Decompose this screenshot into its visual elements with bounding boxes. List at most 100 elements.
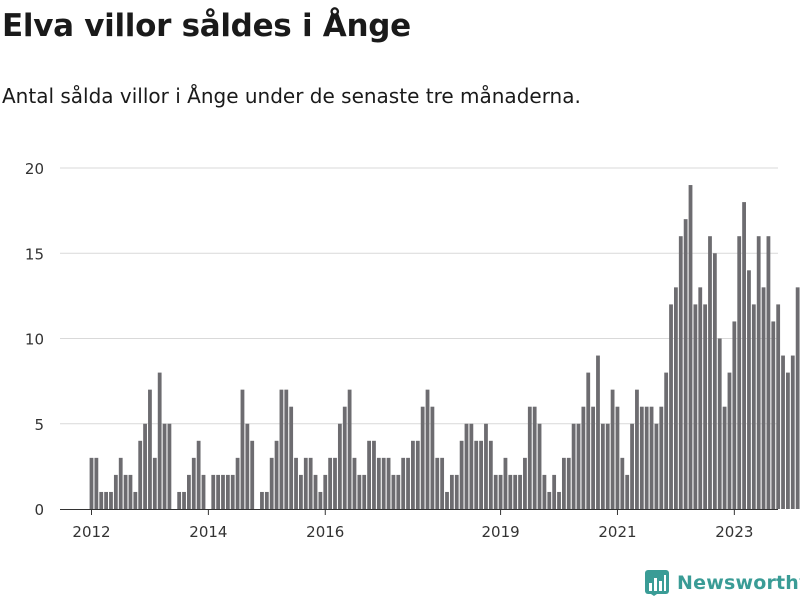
- bar: [425, 389, 430, 509]
- bar: [610, 389, 615, 509]
- bar: [649, 406, 654, 509]
- bar: [323, 474, 328, 509]
- bar: [411, 440, 415, 509]
- bar: [94, 457, 99, 509]
- bar: [547, 491, 552, 509]
- y-tick-label: 20: [25, 160, 44, 178]
- bar: [635, 389, 639, 509]
- bar: [722, 406, 727, 509]
- bar: [449, 474, 454, 509]
- bar: [406, 457, 410, 509]
- bar: [89, 457, 94, 509]
- bar: [493, 474, 498, 509]
- bar: [303, 457, 308, 509]
- bar: [498, 474, 503, 509]
- bar: [381, 457, 386, 509]
- bar: [109, 491, 113, 509]
- bar: [391, 474, 396, 509]
- bar: [508, 474, 513, 509]
- bar: [289, 406, 294, 509]
- bar: [717, 338, 722, 509]
- bar: [581, 406, 586, 509]
- bar: [357, 474, 362, 509]
- bar: [347, 389, 352, 509]
- bar: [591, 406, 596, 509]
- bar: [201, 474, 206, 509]
- bar: [683, 219, 688, 509]
- bar: [542, 474, 547, 509]
- bar: [299, 474, 303, 509]
- x-tick-label: 2023: [715, 523, 753, 541]
- bar: [781, 355, 785, 509]
- bar: [615, 406, 620, 509]
- brand-name: Newsworthy: [677, 572, 800, 594]
- bar: [669, 304, 673, 509]
- bar: [367, 440, 371, 509]
- bar: [162, 423, 167, 509]
- bar: [712, 253, 717, 509]
- bar: [464, 423, 469, 509]
- bar: [216, 474, 221, 509]
- bar: [328, 457, 333, 509]
- bar: [187, 474, 191, 509]
- bar: [576, 423, 581, 509]
- bar: [318, 491, 323, 509]
- bar: [362, 474, 367, 509]
- bar: [732, 321, 737, 509]
- bar: [727, 372, 732, 509]
- bar: [240, 389, 245, 509]
- bar: [688, 185, 693, 510]
- bar: [786, 372, 790, 509]
- bar: [605, 423, 610, 509]
- bar: [484, 423, 488, 509]
- bar-chart: 05101520112012201420162019202120232025: [25, 160, 800, 541]
- bar: [625, 474, 630, 509]
- bar: [118, 457, 123, 509]
- bar: [415, 440, 420, 509]
- bar: [527, 406, 532, 509]
- bar: [445, 491, 449, 509]
- bar: [235, 457, 240, 509]
- bar: [454, 474, 459, 509]
- bar: [766, 236, 771, 509]
- bar: [313, 474, 318, 509]
- y-tick-label: 5: [34, 416, 44, 434]
- y-tick-label: 0: [34, 501, 44, 519]
- x-tick-label: 2021: [598, 523, 636, 541]
- bar: [152, 457, 157, 509]
- bar: [440, 457, 445, 509]
- bar: [260, 491, 264, 509]
- bar: [376, 457, 381, 509]
- bar: [435, 457, 440, 509]
- bar: [474, 440, 479, 509]
- bar: [693, 304, 698, 509]
- bar: [264, 491, 269, 509]
- bar: [221, 474, 225, 509]
- bar: [566, 457, 571, 509]
- bar: [279, 389, 284, 509]
- bar: [308, 457, 313, 509]
- bar: [703, 304, 708, 509]
- bar: [225, 474, 230, 509]
- bar: [143, 423, 147, 509]
- bar: [518, 474, 522, 509]
- bar: [459, 440, 464, 509]
- bar: [99, 491, 104, 509]
- x-tick-label: 2014: [189, 523, 227, 541]
- bar: [274, 440, 279, 509]
- bar: [133, 491, 138, 509]
- bar: [678, 236, 683, 509]
- bar: [294, 457, 298, 509]
- bar: [488, 440, 493, 509]
- x-tick-label: 2016: [306, 523, 344, 541]
- bar: [537, 423, 542, 509]
- bar: [386, 457, 391, 509]
- chart-subtitle: Antal sålda villor i Ånge under de senas…: [2, 84, 581, 108]
- bar: [644, 406, 649, 509]
- bar: [751, 304, 756, 509]
- bar: [698, 287, 703, 509]
- bar: [284, 389, 289, 509]
- bar: [654, 423, 659, 509]
- bar: [596, 355, 600, 509]
- bar: [138, 440, 143, 509]
